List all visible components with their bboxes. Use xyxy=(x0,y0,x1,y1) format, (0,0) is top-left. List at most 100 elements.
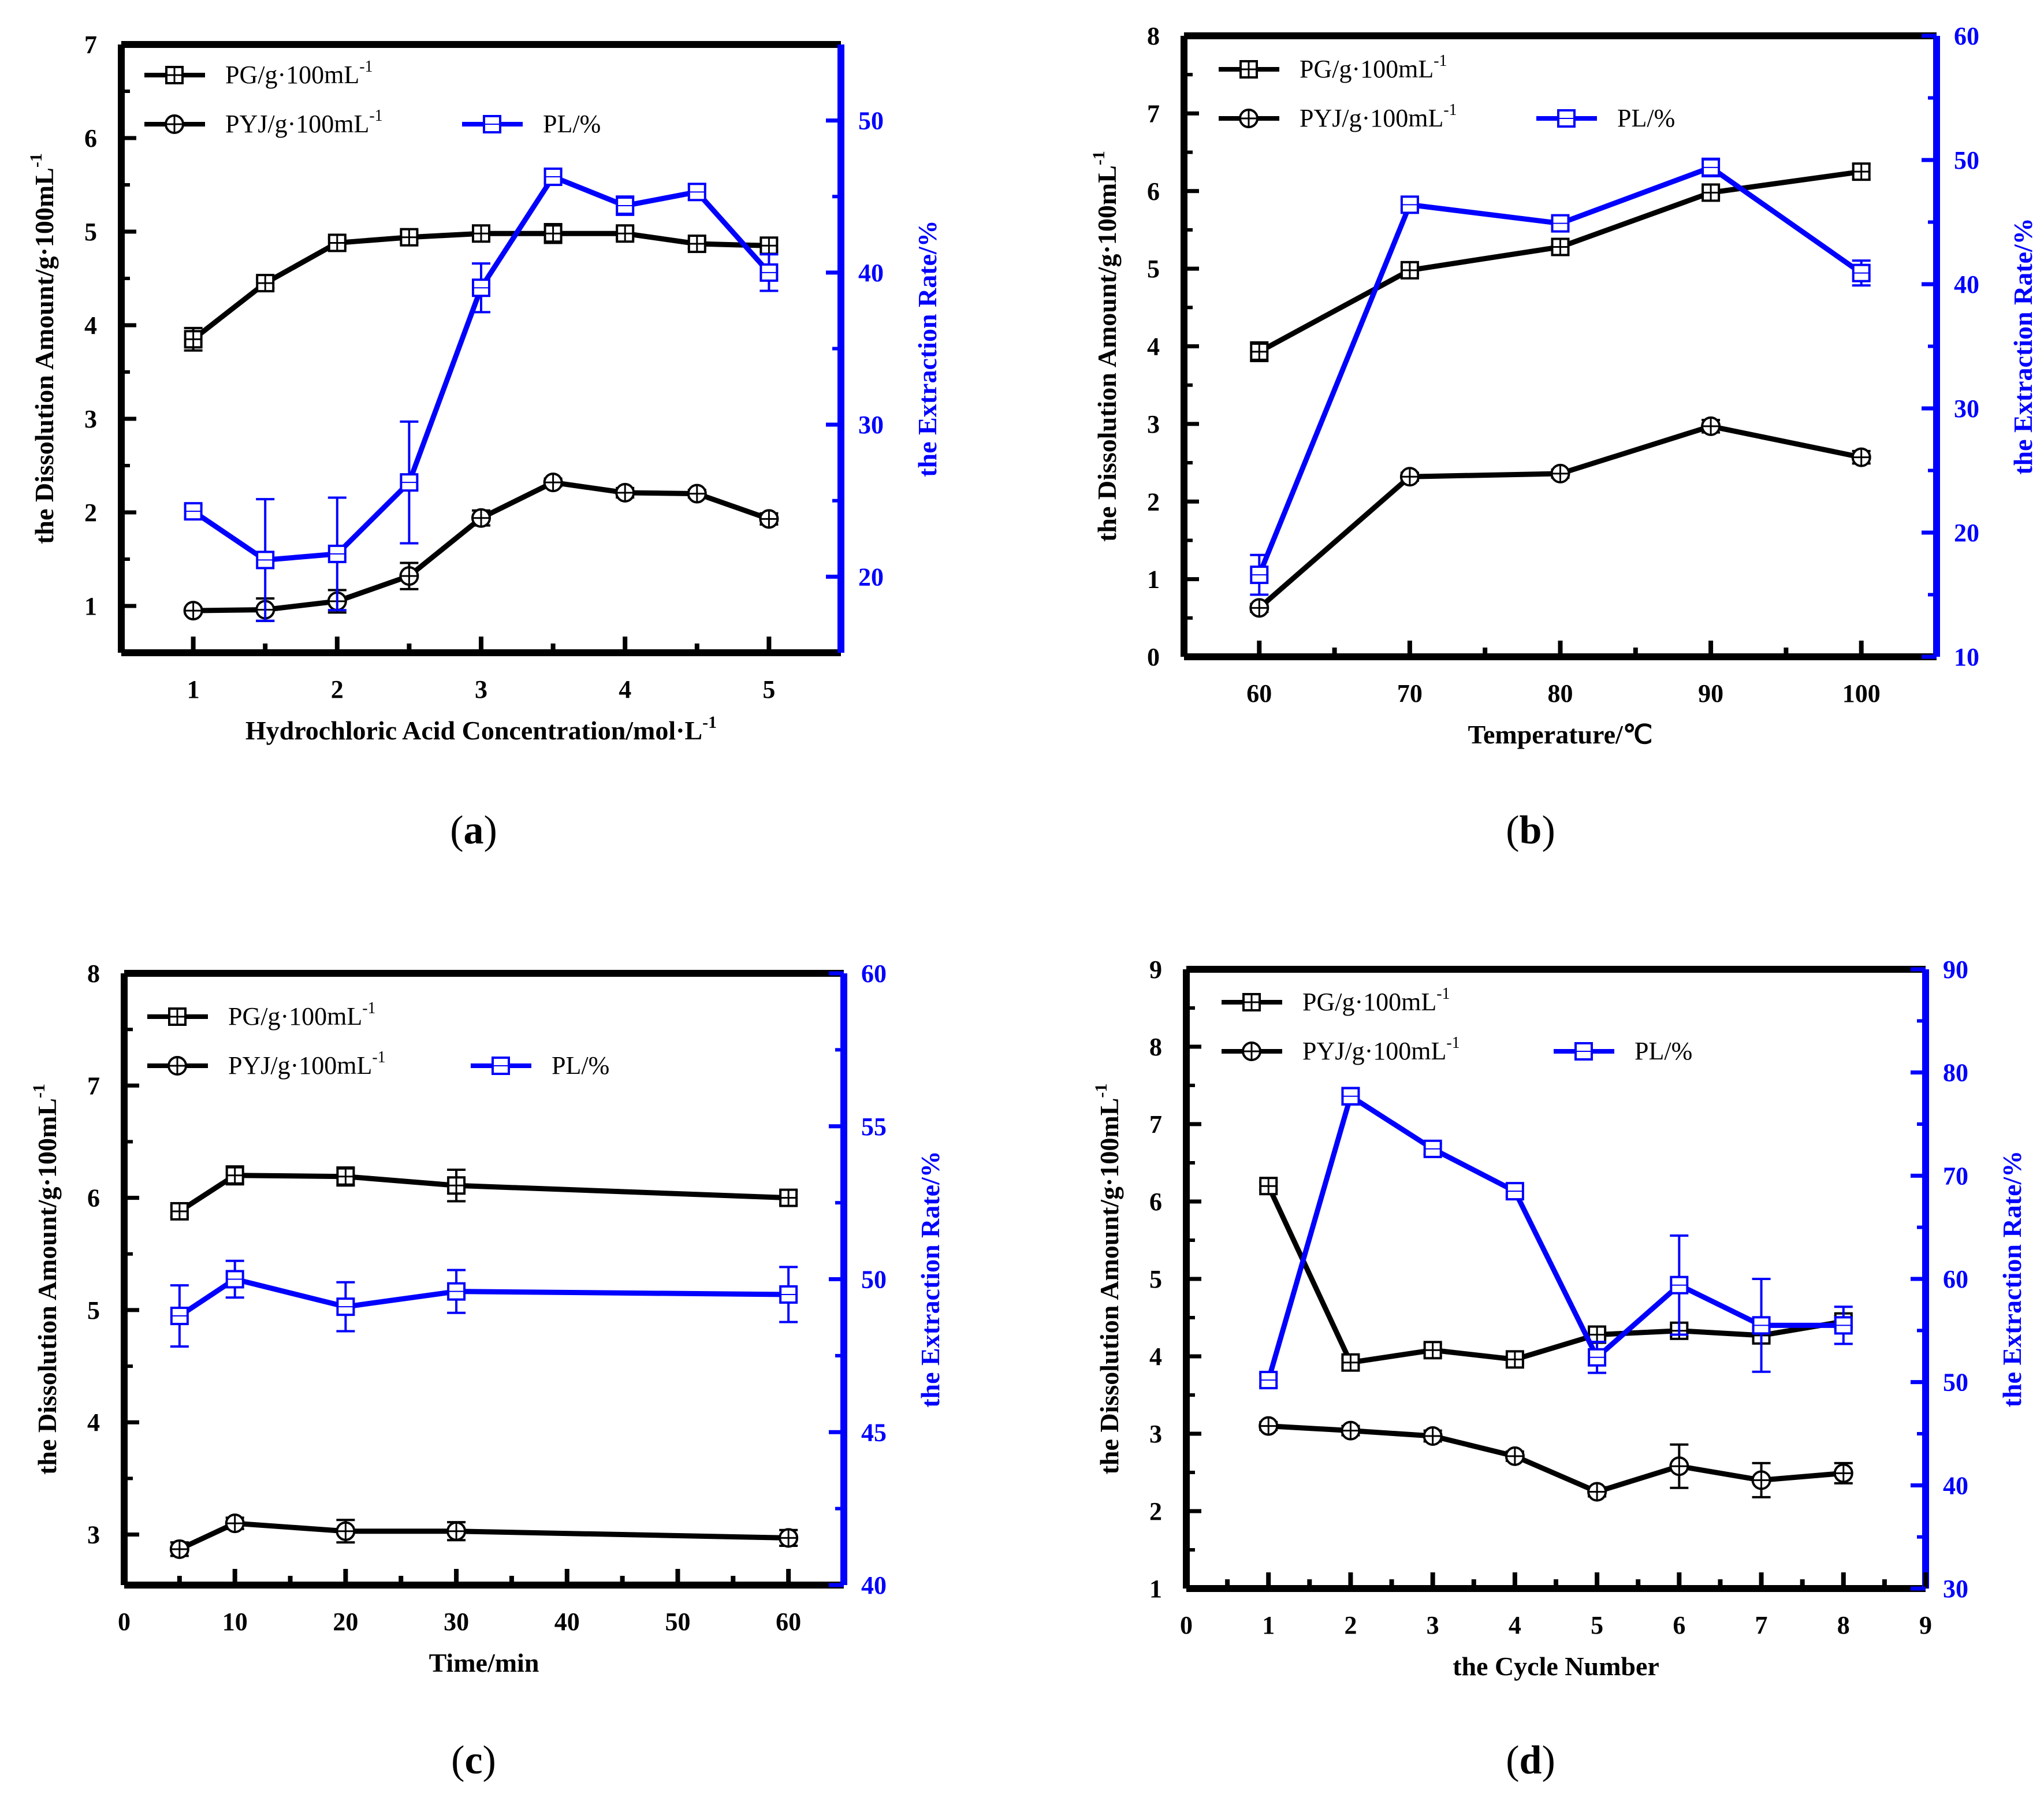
panel-paren-close: ) xyxy=(1542,1738,1555,1783)
legend-label: PL/% xyxy=(552,1051,609,1080)
x-axis-label-text: Time/min xyxy=(429,1648,539,1677)
x-tick-label: 4 xyxy=(619,675,631,704)
y-tick-label: 3 xyxy=(84,405,97,433)
x-tick-label: 20 xyxy=(333,1608,358,1636)
legend-label-text: PG/g·100mL xyxy=(1300,55,1434,83)
legend: PG/g·100mL-1 PYJ/g·100mL-1 PL/% xyxy=(144,58,601,138)
legend-label-text: PL/% xyxy=(1617,104,1675,132)
legend-label-text: PL/% xyxy=(543,110,601,138)
y2-tick-label: 60 xyxy=(861,959,887,988)
y-tick-label: 2 xyxy=(1149,1497,1162,1526)
series-line xyxy=(178,1173,789,1214)
y-tick-label: 8 xyxy=(1149,1033,1162,1061)
x-tick-label: 0 xyxy=(118,1608,131,1636)
x-tick-label: 2 xyxy=(1344,1611,1357,1639)
panel-letter: b xyxy=(1520,808,1542,853)
y-tick-label: 7 xyxy=(84,31,97,59)
y2-tick-label: 40 xyxy=(858,259,884,287)
y2-tick-label: 80 xyxy=(1943,1059,1968,1087)
x-axis-label-text: Temperature/℃ xyxy=(1468,720,1653,749)
y-tick-label: 6 xyxy=(1147,177,1160,206)
series-line xyxy=(1258,169,1862,354)
y-axis-label: the Dissolution Amount/g·100mL-1 xyxy=(1089,151,1122,542)
legend-label-sup: -1 xyxy=(362,999,375,1017)
x-tick-label: 10 xyxy=(222,1608,248,1636)
series-2 xyxy=(170,1259,798,1348)
x-axis-label: the Cycle Number xyxy=(1453,1652,1659,1681)
y-tick-label: 7 xyxy=(1149,1110,1162,1139)
y2-axis-label: the Extraction Rate/% xyxy=(2008,218,2038,475)
legend-label-text: PYJ/g·100mL xyxy=(1302,1037,1446,1065)
legend-label-sup: -1 xyxy=(1443,101,1457,119)
y2-tick-label: 20 xyxy=(1954,519,1979,547)
y2-tick-label: 30 xyxy=(1943,1575,1968,1603)
y2-tick-label: 30 xyxy=(1954,395,1979,423)
legend-label-text: PYJ/g·100mL xyxy=(225,110,369,138)
y-tick-label: 5 xyxy=(87,1296,100,1325)
y-tick-label: 1 xyxy=(1149,1575,1162,1603)
legend-label-sup: -1 xyxy=(372,1048,385,1066)
y2-tick-label: 10 xyxy=(1954,643,1979,671)
panel-letter: a xyxy=(464,808,484,853)
y-tick-label: 3 xyxy=(87,1521,100,1549)
x-tick-label: 0 xyxy=(1180,1611,1193,1639)
legend-label-sup: -1 xyxy=(1436,985,1450,1003)
y-tick-label: 1 xyxy=(1147,566,1160,594)
series-line xyxy=(193,479,770,613)
y-tick-label: 6 xyxy=(1149,1188,1162,1216)
legend-label-text: PG/g·100mL xyxy=(225,61,359,89)
legend-label-sup: -1 xyxy=(359,58,373,76)
y-tick-label: 7 xyxy=(87,1072,100,1100)
x-tick-label: 8 xyxy=(1837,1611,1850,1639)
legend-label: PL/% xyxy=(1617,104,1675,132)
x-tick-label: 3 xyxy=(475,675,487,704)
y-axis-label-sup: -1 xyxy=(27,153,46,168)
x-tick-label: 6 xyxy=(1673,1611,1685,1639)
y-tick-label: 8 xyxy=(1147,22,1160,50)
y-tick-label: 4 xyxy=(87,1408,100,1437)
y2-tick-label: 20 xyxy=(858,563,884,591)
y-axis-label-sup: -1 xyxy=(1092,1084,1111,1098)
y-axis-label: the Dissolution Amount/g·100mL-1 xyxy=(29,1084,62,1475)
y2-tick-label: 50 xyxy=(861,1266,887,1294)
legend-label-text: PL/% xyxy=(552,1051,609,1080)
legend-label: PYJ/g·100mL-1 xyxy=(225,107,383,138)
y-axis-label-sup: -1 xyxy=(1089,151,1108,165)
chart-b: 60 70 80 90 100 0 1 2 3 4 5 6 7 8 10 20 30 40 50 60 Temperat… xyxy=(1089,22,2038,853)
series-line xyxy=(178,1277,789,1318)
x-tick-label: 60 xyxy=(776,1608,801,1636)
legend-label: PYJ/g·100mL-1 xyxy=(1302,1034,1460,1065)
y-tick-label: 9 xyxy=(1149,955,1162,984)
x-tick-label: 1 xyxy=(187,675,200,704)
x-tick-label: 5 xyxy=(1591,1611,1603,1639)
y2-tick-label: 40 xyxy=(861,1571,887,1600)
legend-label-text: PG/g·100mL xyxy=(228,1002,362,1031)
y-tick-label: 3 xyxy=(1147,410,1160,438)
x-axis-label-text: the Cycle Number xyxy=(1453,1652,1659,1681)
series-2 xyxy=(1250,157,1871,596)
y-axis-label-text: the Dissolution Amount/g·100mL xyxy=(29,168,59,544)
panel-paren-close: ) xyxy=(483,1738,496,1783)
series-1 xyxy=(1259,1416,1853,1502)
legend-label-text: PYJ/g·100mL xyxy=(228,1051,372,1080)
series-0 xyxy=(184,223,779,352)
x-tick-label: 7 xyxy=(1755,1611,1768,1639)
y2-axis-label: the Extraction Rate/% xyxy=(1997,1151,2027,1408)
series-line xyxy=(178,1520,789,1552)
series-line xyxy=(1268,1423,1844,1494)
y-tick-label: 0 xyxy=(1147,643,1160,671)
legend-label: PL/% xyxy=(543,110,601,138)
series-1 xyxy=(169,1513,799,1559)
y2-tick-label: 45 xyxy=(861,1418,887,1446)
series-line xyxy=(1266,1185,1844,1366)
chart-c: 0 10 20 30 40 50 603456784045505560Time/minthe… xyxy=(29,959,945,1783)
y-axis-label-sup: -1 xyxy=(29,1084,49,1098)
legend-label-sup: -1 xyxy=(1434,52,1447,70)
panel-paren-open: ( xyxy=(1506,808,1519,853)
x-tick-label: 80 xyxy=(1548,679,1573,708)
series-0 xyxy=(170,1165,798,1221)
y2-tick-label: 60 xyxy=(1943,1265,1968,1293)
